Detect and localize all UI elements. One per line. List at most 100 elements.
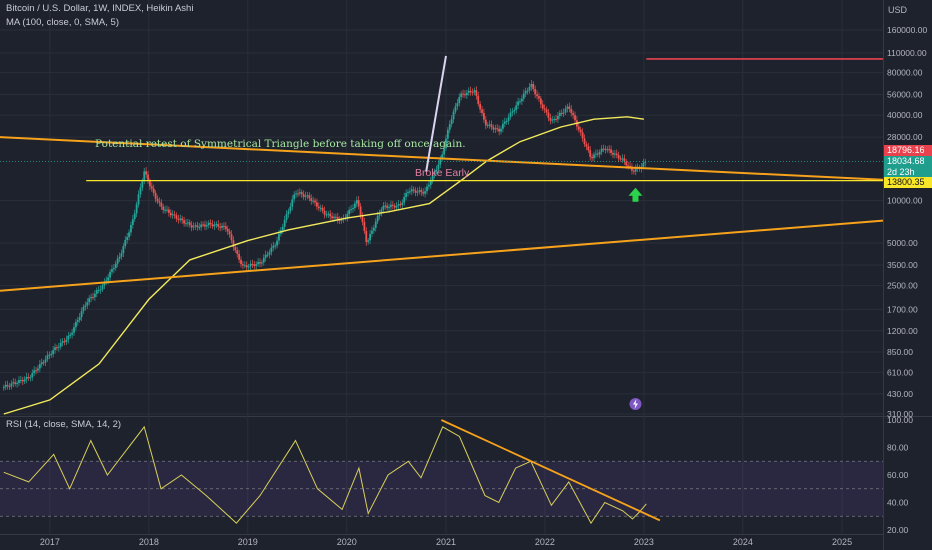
candle-body (298, 192, 301, 194)
candle-body (186, 222, 189, 224)
candle-body (492, 127, 495, 130)
candle-body (335, 216, 337, 218)
candle-body (281, 226, 284, 231)
candle-body (304, 195, 307, 197)
candle-body (61, 341, 64, 343)
candle-body (585, 144, 588, 147)
candle-body (427, 184, 430, 187)
candle-body (264, 254, 267, 258)
candle-body (424, 191, 426, 194)
candle-body (439, 158, 442, 165)
candle-body (160, 202, 163, 207)
candle-body (128, 232, 130, 238)
candle-body (130, 224, 132, 233)
candle-body (418, 190, 421, 192)
candle-body (297, 193, 299, 195)
candle-body (266, 254, 269, 256)
triangle-bottom-trendline (0, 219, 884, 292)
candle-body (536, 94, 538, 97)
candle-body (568, 106, 571, 109)
candle-body (410, 189, 413, 192)
price-tag-yellow: 13800.35 (884, 177, 932, 188)
candle-body (617, 155, 620, 159)
candle-body (224, 226, 227, 229)
candle-body (42, 362, 45, 364)
candle-body (54, 347, 56, 351)
candle-body (111, 269, 113, 272)
candle-body (570, 108, 573, 114)
candle-body (251, 263, 254, 265)
candle-body (391, 204, 394, 206)
price-tick-label: 80000.00 (887, 68, 923, 78)
candle-body (494, 128, 497, 130)
candle-body (152, 188, 155, 193)
candle-body (591, 156, 594, 159)
candle-body (12, 382, 15, 384)
candle-body (92, 297, 94, 299)
time-tick-label: 2023 (634, 537, 654, 547)
candle-body (386, 205, 389, 208)
candle-body (88, 298, 91, 303)
candle-body (122, 246, 125, 254)
candle-body (388, 207, 390, 209)
candle-body (268, 252, 271, 255)
candle-body (454, 106, 457, 112)
candle-body (414, 190, 417, 193)
candle-body (606, 149, 609, 151)
candle-body (338, 219, 341, 221)
price-tick-label: 40000.00 (887, 110, 923, 120)
candle-body (114, 263, 117, 269)
candle-body (6, 384, 9, 387)
candle-body (219, 226, 222, 228)
candle-body (435, 169, 438, 172)
candle-body (285, 213, 288, 220)
candle-body (215, 224, 218, 226)
candle-body (393, 205, 396, 208)
candle-body (238, 253, 241, 260)
candle-body (464, 94, 466, 96)
candle-body (615, 153, 618, 156)
candle-body (604, 148, 607, 150)
candle-body (433, 171, 436, 175)
candle-body (465, 92, 468, 96)
rsi-indicator-label[interactable]: RSI (14, close, SMA, 14, 2) (6, 419, 122, 430)
candle-body (526, 90, 529, 92)
candle-body (4, 384, 7, 388)
candle-body (205, 225, 208, 227)
candle-body (623, 158, 626, 162)
candle-body (38, 364, 41, 369)
candle-body (27, 376, 30, 378)
candle-body (574, 115, 576, 121)
symbol-title[interactable]: Bitcoin / U.S. Dollar, 1W, INDEX, Heikin… (6, 3, 194, 14)
candle-body (450, 119, 453, 125)
candle-body (35, 370, 37, 372)
candle-body (107, 277, 110, 281)
candle-body (350, 209, 352, 211)
candle-body (116, 258, 119, 264)
candle-body (363, 221, 366, 231)
price-tick-label: 430.00 (887, 389, 913, 399)
candle-body (555, 118, 557, 120)
candle-body (551, 119, 554, 121)
candle-body (181, 218, 184, 221)
candle-body (71, 332, 74, 335)
candle-body (372, 227, 375, 231)
price-tick-label: 610.00 (887, 367, 913, 377)
candle-body (545, 109, 548, 113)
candle-body (76, 320, 79, 322)
candle-body (259, 262, 261, 264)
candle-body (562, 112, 565, 114)
candle-body (642, 162, 645, 167)
candle-body (156, 198, 159, 202)
candle-body (581, 132, 584, 139)
candle-body (323, 210, 326, 215)
candle-body (236, 250, 239, 254)
candle-body (407, 191, 409, 194)
ma-indicator-label[interactable]: MA (100, close, 0, SMA, 5) (6, 17, 119, 28)
candle-body (513, 110, 516, 112)
ma-line (3, 116, 645, 415)
price-tag-red: 18796.16 (884, 145, 932, 156)
candle-body (382, 205, 385, 210)
candle-body (243, 265, 246, 267)
